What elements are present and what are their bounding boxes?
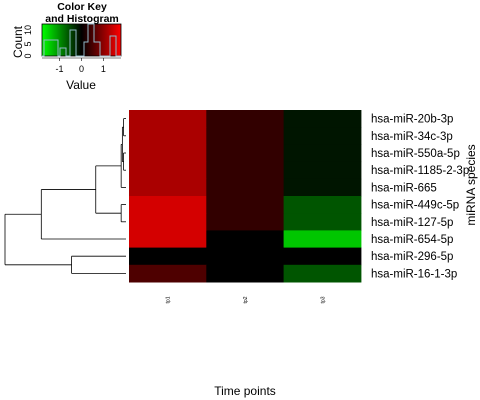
row-label: hsa-miR-20b-3p — [371, 114, 453, 126]
row-label: hsa-miR-1185-2-3p — [371, 165, 469, 177]
heatmap-cell-7-tp2 — [206, 213, 285, 231]
column-label-tp3: tp3 — [320, 296, 326, 303]
heatmap-cell-10-tp2 — [206, 264, 285, 283]
row-label: hsa-miR-654-5p — [371, 234, 453, 246]
row-label: hsa-miR-665 — [371, 182, 437, 194]
column-label-tp1: tp1 — [166, 296, 172, 303]
color-key-title-line1: Color Key — [57, 1, 107, 13]
x-axis-title: Time points — [214, 384, 276, 398]
y-axis-title: miRNA species — [464, 144, 478, 225]
color-key-x-tick-neg1: -1 — [56, 64, 64, 74]
row-label: hsa-miR-296-5p — [371, 251, 453, 263]
row-label: hsa-miR-449c-5p — [371, 200, 459, 212]
row-label: hsa-miR-127-5p — [371, 217, 453, 229]
heatmap-cell-5-tp2 — [206, 178, 285, 197]
column-label-tp2: tp2 — [243, 296, 249, 303]
column-labels: tp1 tp2 tp3 — [166, 296, 327, 303]
heatmap-cell-5-tp3 — [283, 178, 362, 197]
heatmap-cell-6-tp2 — [206, 196, 285, 214]
heatmap-cell-3-tp2 — [206, 144, 285, 163]
heatmap-cell-10-tp1 — [129, 264, 207, 283]
row-dendrogram — [4, 118, 126, 274]
heatmap-cell-10-tp3 — [283, 264, 362, 283]
color-key-y-tick-0: 0 — [23, 53, 33, 58]
row-label: hsa-miR-34c-3p — [371, 131, 453, 143]
color-key-ylabel: Count — [11, 25, 25, 58]
heatmap-cell-7-tp1 — [129, 213, 207, 231]
heatmap-cell-2-tp3 — [283, 127, 362, 145]
heatmap-cell-3-tp1 — [129, 144, 207, 163]
color-key-title-line2: and Histogram — [45, 13, 119, 25]
heatmap-cell-1-tp1 — [129, 110, 207, 128]
row-label: hsa-miR-16-1-3p — [371, 268, 457, 280]
heatmap-cell-9-tp1 — [129, 247, 207, 266]
heatmap-cell-4-tp2 — [206, 161, 285, 180]
heatmap-cells — [129, 110, 362, 283]
heatmap-cell-6-tp3 — [283, 196, 362, 214]
heatmap-cell-6-tp1 — [129, 196, 207, 214]
color-key-x-tick-0: 0 — [79, 64, 84, 74]
color-key-y-tick-5: 5 — [23, 41, 33, 46]
heatmap-cell-5-tp1 — [129, 178, 207, 197]
heatmap-cell-7-tp3 — [283, 213, 362, 231]
heatmap-cell-9-tp3 — [283, 247, 362, 266]
color-key-histogram — [42, 23, 121, 57]
heatmap-cell-8-tp1 — [129, 230, 207, 249]
heatmap-cell-2-tp1 — [129, 127, 207, 145]
color-key-y-tick-10: 10 — [23, 25, 33, 35]
heatmap-cell-4-tp1 — [129, 161, 207, 180]
heatmap-cell-8-tp3 — [283, 230, 362, 249]
heatmap-cell-2-tp2 — [206, 127, 285, 145]
heatmap-cell-8-tp2 — [206, 230, 285, 249]
heatmap-cell-9-tp2 — [206, 247, 285, 266]
heatmap-cell-3-tp3 — [283, 144, 362, 163]
heatmap-cell-1-tp3 — [283, 110, 362, 128]
heatmap-cell-4-tp3 — [283, 161, 362, 180]
color-key: Color Key and Histogram 0 5 10 Count -1 … — [11, 1, 122, 92]
color-key-xlabel: Value — [66, 78, 96, 92]
color-key-x-tick-1: 1 — [101, 64, 106, 74]
row-label: hsa-miR-550a-5p — [371, 148, 460, 160]
heatmap-cell-1-tp2 — [206, 110, 285, 128]
row-labels: hsa-miR-20b-3p hsa-miR-34c-3p hsa-miR-550a… — [371, 114, 469, 281]
